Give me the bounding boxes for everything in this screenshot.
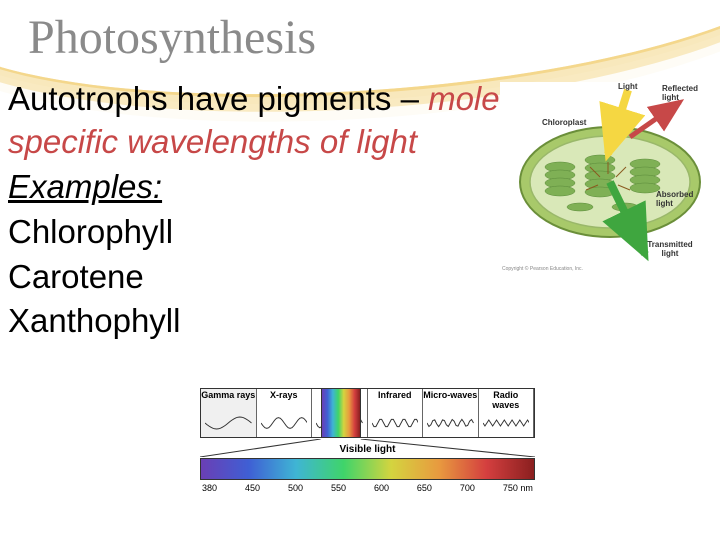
visible-light-label: Visible light	[200, 444, 535, 455]
tick-label: 700	[460, 483, 475, 493]
em-band: Micro-waves	[423, 389, 479, 437]
em-band-wave	[372, 415, 419, 431]
example-item: Xanthophyll	[8, 300, 712, 343]
label-absorbed: Absorbed light	[656, 190, 706, 208]
em-band-wave	[427, 415, 474, 431]
label-chloroplast: Chloroplast	[542, 118, 586, 127]
em-band: Gamma rays	[201, 389, 257, 437]
spectrum-diagram: Gamma raysX-raysUVInfraredMicro-wavesRad…	[200, 388, 535, 518]
em-band-label: Gamma rays	[201, 391, 255, 401]
em-band-wave	[205, 415, 252, 431]
label-light: Light	[618, 82, 638, 91]
em-band-wave	[483, 415, 530, 431]
tick-label: 650	[417, 483, 432, 493]
em-band: Radio waves	[479, 389, 535, 437]
slide-title: Photosynthesis	[28, 10, 316, 65]
visible-spectrum-bar	[200, 458, 535, 480]
em-band: X-rays	[257, 389, 313, 437]
em-band-wave	[261, 415, 308, 431]
wavelength-ticks: 380 450 500 550 600 650 700 750 nm	[200, 483, 535, 493]
chloroplast-diagram: Light Reflected light Chloroplast Absorb…	[500, 82, 710, 272]
em-band-label: Radio waves	[479, 391, 534, 411]
tick-label: 750 nm	[503, 483, 533, 493]
label-transmitted: Transmitted light	[640, 240, 700, 258]
em-band-label: Infrared	[378, 391, 412, 401]
em-band-label: X-rays	[270, 391, 298, 401]
tick-label: 380	[202, 483, 217, 493]
tick-label: 500	[288, 483, 303, 493]
tick-label: 600	[374, 483, 389, 493]
tick-label: 450	[245, 483, 260, 493]
label-reflected: Reflected light	[662, 84, 710, 102]
visible-slot	[321, 389, 361, 437]
em-bands-row: Gamma raysX-raysUVInfraredMicro-wavesRad…	[200, 388, 535, 438]
def-prefix: Autotrophs have pigments –	[8, 80, 428, 117]
em-band-label: Micro-waves	[423, 391, 477, 401]
label-copyright: Copyright © Pearson Education, Inc.	[502, 266, 583, 272]
tick-label: 550	[331, 483, 346, 493]
em-band: Infrared	[368, 389, 424, 437]
